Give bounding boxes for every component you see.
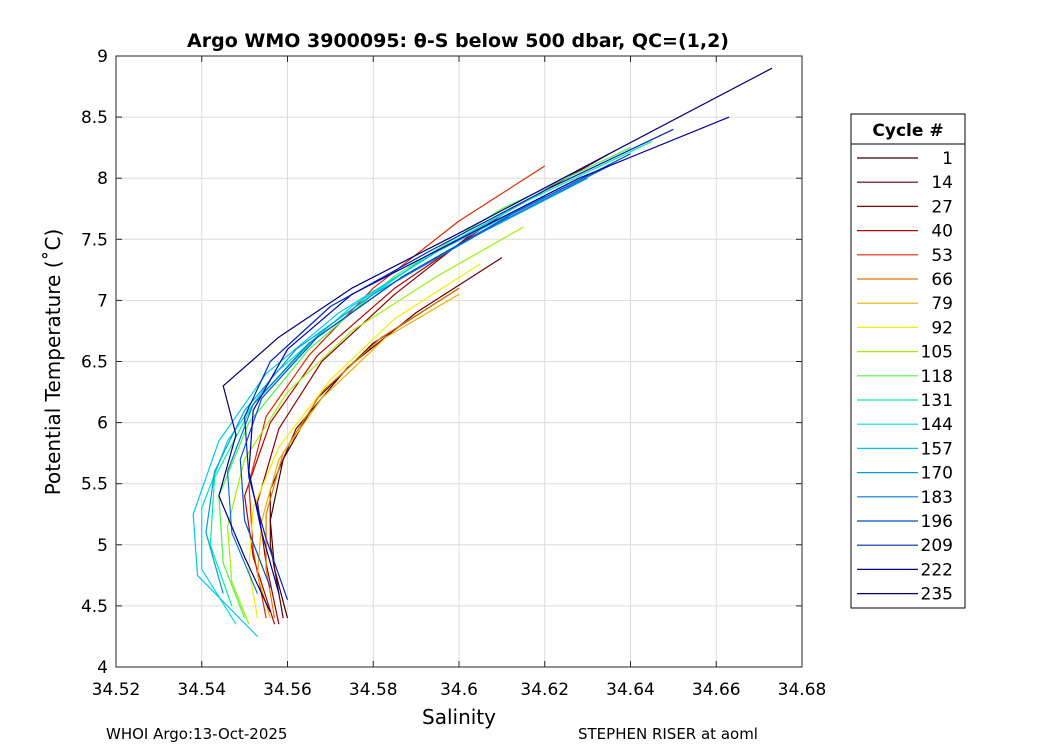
x-tick-label: 34.64 <box>606 680 655 700</box>
legend-label-cycle-92: 92 <box>931 318 953 338</box>
legend-label-cycle-131: 131 <box>921 391 953 411</box>
y-tick-label: 7.5 <box>81 230 108 250</box>
legend-label-cycle-118: 118 <box>921 367 953 387</box>
x-tick-label: 34.66 <box>692 680 741 700</box>
x-tick-label: 34.68 <box>778 680 827 700</box>
chart-title: Argo WMO 3900095: θ-S below 500 dbar, QC… <box>187 30 729 52</box>
series-line-cycle-196 <box>239 153 631 588</box>
legend-entries: 1 14 27 40 53 66 79 92 105 118 131 144 157 170 183 196 2… <box>857 149 953 605</box>
x-tick-label: 34.52 <box>92 680 141 700</box>
legend-label-cycle-170: 170 <box>921 464 953 484</box>
legend-label-cycle-1: 1 <box>942 149 953 169</box>
series-line-cycle-183 <box>226 165 610 594</box>
legend-label-cycle-79: 79 <box>931 294 953 314</box>
series-line-cycle-235 <box>218 67 773 613</box>
legend-label-cycle-14: 14 <box>931 173 953 193</box>
series-lines <box>192 67 773 637</box>
x-tick-label: 34.58 <box>349 680 398 700</box>
series-line-cycle-209 <box>244 128 674 600</box>
footer-credit-right: STEPHEN RISER at aoml <box>578 725 758 743</box>
y-tick-label: 6.5 <box>81 353 108 373</box>
legend-label-cycle-105: 105 <box>921 343 953 363</box>
y-tick-label: 5.5 <box>81 475 108 495</box>
series-line-cycle-92 <box>248 263 481 619</box>
legend-label-cycle-27: 27 <box>931 197 953 217</box>
x-tick-label: 34.54 <box>177 680 226 700</box>
series-line-cycle-157 <box>192 195 545 637</box>
legend-label-cycle-222: 222 <box>921 560 953 580</box>
legend-label-cycle-53: 53 <box>931 246 953 266</box>
series-line-cycle-14 <box>269 257 503 619</box>
legend-box <box>850 113 966 609</box>
legend-label-cycle-196: 196 <box>921 512 953 532</box>
y-axis-label: Potential Temperature (˚C) <box>41 229 65 496</box>
x-tick-label: 34.6 <box>440 680 478 700</box>
x-tick-label: 34.62 <box>520 680 569 700</box>
x-axis-label: Salinity <box>422 705 496 729</box>
series-line-cycle-79 <box>256 293 460 619</box>
axis-ticks: 34.52 34.54 34.56 34.58 34.6 34.62 34.64 34.66 3… <box>81 47 826 700</box>
legend-label-cycle-235: 235 <box>921 585 953 605</box>
legend-label-cycle-66: 66 <box>931 270 953 290</box>
footer-credit-left: WHOI Argo:13-Oct-2025 <box>106 725 288 743</box>
legend: Cycle # 1 14 27 40 53 66 79 92 105 118 131 144 157 17… <box>850 113 966 609</box>
series-line-cycle-105 <box>226 226 524 625</box>
y-tick-label: 8 <box>97 169 108 189</box>
legend-label-cycle-40: 40 <box>931 222 953 242</box>
legend-title: Cycle # <box>872 121 943 141</box>
y-tick-label: 8.5 <box>81 108 108 128</box>
series-line-cycle-27 <box>256 165 588 625</box>
y-tick-label: 9 <box>97 47 108 67</box>
legend-label-cycle-144: 144 <box>921 415 953 435</box>
series-line-cycle-222 <box>248 116 730 594</box>
y-tick-label: 7 <box>97 291 108 311</box>
grid-lines <box>115 55 803 668</box>
y-tick-label: 4.5 <box>81 597 108 617</box>
legend-label-cycle-183: 183 <box>921 488 953 508</box>
legend-label-cycle-209: 209 <box>921 536 953 556</box>
legend-label-cycle-157: 157 <box>921 439 953 459</box>
y-tick-label: 6 <box>97 414 108 434</box>
y-tick-label: 5 <box>97 536 108 556</box>
x-tick-label: 34.56 <box>263 680 312 700</box>
y-tick-label: 4 <box>97 658 108 678</box>
